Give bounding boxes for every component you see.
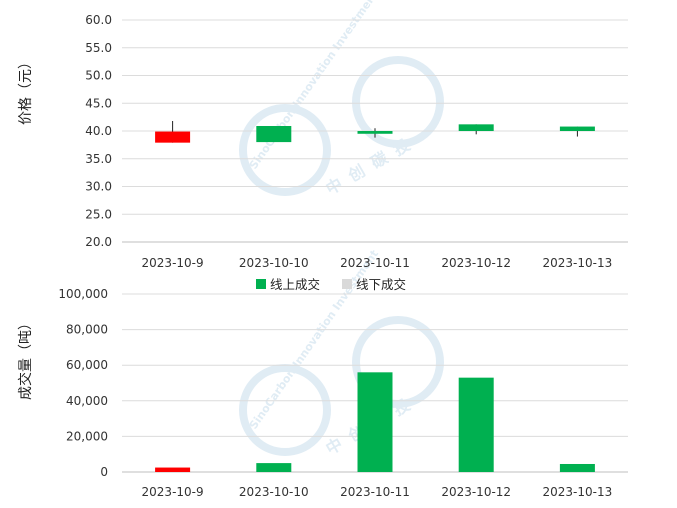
price-y-tick: 25.0: [85, 207, 112, 221]
volume-x-tick: 2023-10-10: [239, 485, 309, 499]
volume-x-tick: 2023-10-11: [340, 485, 410, 499]
watermark-ring: [352, 316, 444, 408]
volume-y-tick: 20,000: [66, 429, 108, 443]
legend-label-online: 线上成交: [270, 277, 320, 292]
price-y-tick: 20.0: [85, 235, 112, 249]
price-y-tick: 50.0: [85, 69, 112, 83]
price-x-tick: 2023-10-9: [142, 256, 204, 270]
candle-body: [155, 131, 191, 143]
volume-x-tick: 2023-10-12: [441, 485, 511, 499]
watermark-ring: [239, 364, 331, 456]
price-x-tick: 2023-10-12: [441, 256, 511, 270]
volume-x-tick: 2023-10-9: [142, 485, 204, 499]
volume-y-tick: 100,000: [58, 287, 108, 301]
volume-y-tick: 0: [100, 465, 108, 479]
volume-bar: [559, 463, 595, 472]
price-y-tick: 30.0: [85, 180, 112, 194]
candle-body: [357, 131, 393, 134]
legend-swatch-online: [256, 279, 266, 289]
price-x-tick-labels: 2023-10-9 2023-10-10 2023-10-11 2023-10-12 2…: [142, 256, 613, 270]
price-gridlines: [122, 19, 628, 243]
price-y-tick-labels: 60.0 55.0 50.0 45.0 40.0 35.0 30.0 25.0 20.0: [85, 13, 112, 249]
volume-bar: [256, 463, 292, 472]
volume-bars: [155, 372, 595, 472]
price-y-tick: 40.0: [85, 124, 112, 138]
price-x-tick: 2023-10-11: [340, 256, 410, 270]
watermark-ring: [239, 104, 331, 196]
volume-y-axis-label: 成交量（吨）: [17, 316, 34, 400]
price-y-tick: 45.0: [85, 96, 112, 110]
volume-legend: 线上成交 线下成交: [256, 277, 406, 292]
candle-body: [458, 124, 494, 131]
volume-x-tick-labels: 2023-10-9 2023-10-10 2023-10-11 2023-10-12 2…: [142, 485, 613, 499]
legend-swatch-offline: [342, 279, 352, 289]
price-x-tick: 2023-10-10: [239, 256, 309, 270]
price-y-tick: 60.0: [85, 13, 112, 27]
price-y-axis-label: 价格（元）: [18, 55, 34, 125]
volume-y-tick: 80,000: [66, 323, 108, 337]
price-candles: [155, 121, 595, 143]
volume-x-tick: 2023-10-13: [543, 485, 613, 499]
volume-bar: [155, 467, 191, 472]
candle-body: [559, 126, 595, 131]
volume-bar: [458, 377, 494, 472]
price-y-tick: 55.0: [85, 41, 112, 55]
price-x-tick: 2023-10-13: [543, 256, 613, 270]
candle-body: [256, 126, 292, 143]
volume-y-tick: 60,000: [66, 358, 108, 372]
legend-label-offline: 线下成交: [356, 277, 406, 292]
price-y-tick: 35.0: [85, 152, 112, 166]
watermark-text-cn: 中创碳投: [323, 130, 423, 198]
volume-y-tick: 40,000: [66, 394, 108, 408]
volume-y-tick-labels: 100,000 80,000 60,000 40,000 20,000 0: [58, 287, 108, 479]
volume-bar: [357, 372, 393, 472]
watermark-ring: [352, 56, 444, 148]
